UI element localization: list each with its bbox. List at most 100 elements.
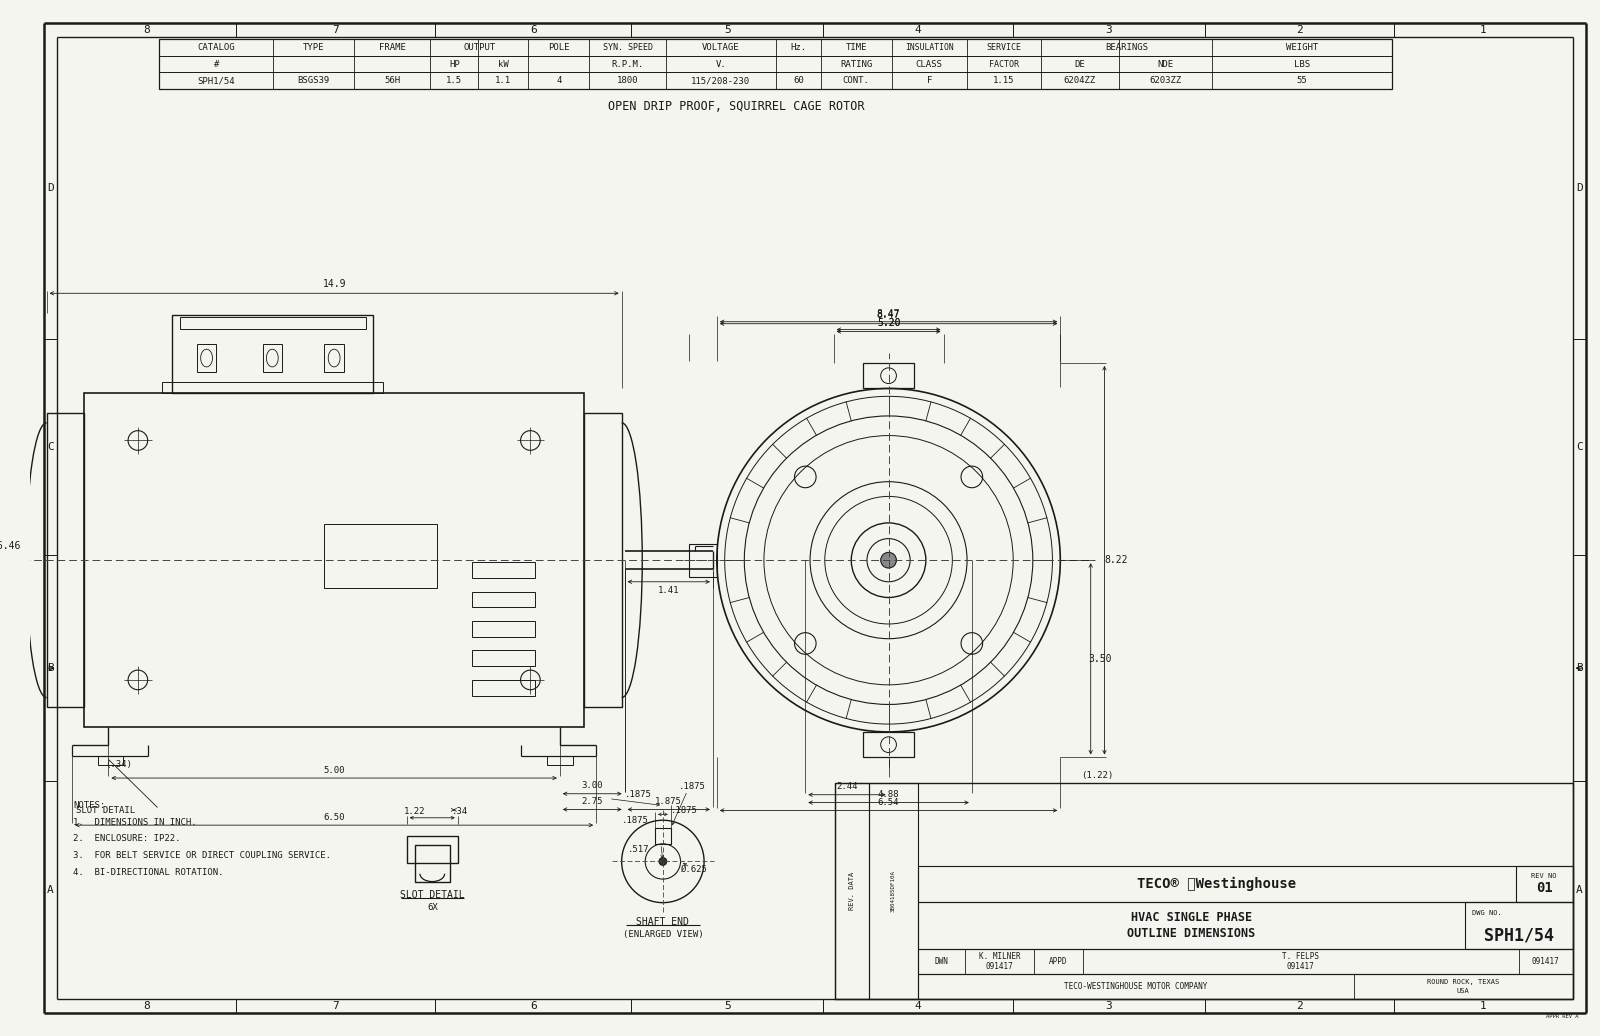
- Text: 3B04185DF10A: 3B04185DF10A: [891, 870, 896, 912]
- Text: 3.00: 3.00: [581, 781, 603, 790]
- Text: TYPE: TYPE: [302, 42, 325, 52]
- Text: 1.  DIMENSIONS IN INCH.: 1. DIMENSIONS IN INCH.: [74, 817, 197, 827]
- Text: 3.  FOR BELT SERVICE OR DIRECT COUPLING SERVICE.: 3. FOR BELT SERVICE OR DIRECT COUPLING S…: [74, 851, 331, 860]
- Bar: [654, 828, 670, 843]
- Text: 2: 2: [1296, 1001, 1302, 1011]
- Text: POLE: POLE: [549, 42, 570, 52]
- Bar: [918, 866, 1573, 901]
- Text: SYN. SPEED: SYN. SPEED: [603, 42, 653, 52]
- Bar: [472, 621, 536, 637]
- Text: 60: 60: [794, 77, 803, 85]
- Text: 3: 3: [1106, 25, 1112, 35]
- Text: USA: USA: [1456, 988, 1469, 995]
- Text: DWG NO.: DWG NO.: [1472, 911, 1502, 917]
- Text: B: B: [46, 663, 54, 673]
- Bar: [835, 783, 869, 999]
- Text: 3: 3: [1106, 1001, 1112, 1011]
- Text: SPH1/54: SPH1/54: [197, 77, 235, 85]
- Text: .1875: .1875: [626, 790, 651, 799]
- Text: BSGS39: BSGS39: [298, 77, 330, 85]
- Bar: [325, 524, 437, 587]
- Text: HP: HP: [450, 60, 459, 68]
- Text: R.P.M.: R.P.M.: [611, 60, 643, 68]
- Bar: [46, 413, 83, 708]
- Text: .34: .34: [451, 807, 467, 816]
- Text: FACTOR: FACTOR: [989, 60, 1019, 68]
- Text: TECO® ⓦWestinghouse: TECO® ⓦWestinghouse: [1138, 876, 1296, 891]
- Text: 1.15: 1.15: [994, 77, 1014, 85]
- Bar: [472, 651, 536, 666]
- Text: 1.875: 1.875: [656, 797, 682, 806]
- Text: (ENLARGED VIEW): (ENLARGED VIEW): [622, 929, 702, 939]
- Bar: [862, 363, 914, 388]
- Text: REV NO: REV NO: [1531, 873, 1557, 880]
- Text: 8: 8: [144, 1001, 150, 1011]
- Text: DE: DE: [1075, 60, 1085, 68]
- Text: 8.47: 8.47: [877, 309, 901, 319]
- Text: 8.47: 8.47: [877, 310, 901, 320]
- Text: (1.22): (1.22): [1082, 771, 1114, 780]
- Bar: [690, 544, 717, 577]
- Bar: [197, 344, 216, 372]
- Text: 6: 6: [530, 25, 536, 35]
- Text: 8.22: 8.22: [1104, 555, 1128, 566]
- Circle shape: [880, 552, 896, 568]
- Text: .1875: .1875: [622, 815, 650, 825]
- Bar: [918, 901, 1573, 949]
- Text: D: D: [1576, 183, 1582, 194]
- Bar: [406, 836, 458, 863]
- Text: 14.9: 14.9: [322, 280, 346, 289]
- Text: 1.5: 1.5: [446, 77, 462, 85]
- Text: (.34): (.34): [106, 759, 131, 769]
- Text: OUTPUT: OUTPUT: [464, 42, 496, 52]
- Text: 6.54: 6.54: [878, 798, 899, 807]
- Bar: [181, 317, 365, 328]
- Text: F: F: [926, 77, 931, 85]
- Text: SHAFT END: SHAFT END: [637, 917, 690, 927]
- Bar: [862, 731, 914, 757]
- Text: 1: 1: [1480, 1001, 1486, 1011]
- Text: BEARINGS: BEARINGS: [1106, 42, 1149, 52]
- Text: 1.22: 1.22: [403, 807, 426, 816]
- Text: APPR REV A: APPR REV A: [1546, 1014, 1579, 1019]
- Text: 6204ZZ: 6204ZZ: [1064, 77, 1096, 85]
- Bar: [472, 592, 536, 607]
- Bar: [869, 783, 918, 999]
- Text: D: D: [46, 183, 54, 194]
- Text: 1.1: 1.1: [496, 77, 512, 85]
- Text: 4.88: 4.88: [878, 790, 899, 799]
- Bar: [83, 394, 584, 727]
- Text: Ø6.46: Ø6.46: [0, 541, 21, 550]
- Text: SPH1/54: SPH1/54: [1483, 926, 1554, 944]
- Text: REV. DATA: REV. DATA: [848, 871, 854, 910]
- Text: .1875: .1875: [678, 782, 706, 792]
- Text: 5.00: 5.00: [323, 766, 346, 775]
- Text: 091417: 091417: [1286, 962, 1315, 971]
- Text: 2.44: 2.44: [837, 782, 858, 792]
- Bar: [918, 974, 1573, 999]
- Text: SLOT DETAIL: SLOT DETAIL: [400, 890, 464, 900]
- Text: INSULATION: INSULATION: [906, 42, 954, 52]
- Text: WEIGHT: WEIGHT: [1286, 42, 1318, 52]
- Text: 8: 8: [144, 25, 150, 35]
- Text: kW: kW: [498, 60, 509, 68]
- Text: A: A: [1576, 885, 1582, 895]
- Bar: [584, 413, 622, 708]
- Text: 2: 2: [1296, 25, 1302, 35]
- Text: 3.50: 3.50: [1088, 654, 1112, 664]
- Text: T. FELPS: T. FELPS: [1282, 952, 1320, 961]
- Bar: [160, 39, 1392, 89]
- Bar: [262, 344, 282, 372]
- Bar: [163, 381, 384, 394]
- Bar: [325, 344, 344, 372]
- Text: 4.  BI-DIRECTIONAL ROTATION.: 4. BI-DIRECTIONAL ROTATION.: [74, 868, 224, 876]
- Bar: [98, 756, 123, 766]
- Text: 1800: 1800: [616, 77, 638, 85]
- Bar: [472, 563, 536, 578]
- Text: SERVICE: SERVICE: [986, 42, 1021, 52]
- Text: Ø.625: Ø.625: [682, 865, 707, 873]
- Text: CATALOG: CATALOG: [197, 42, 235, 52]
- Text: CLASS: CLASS: [915, 60, 942, 68]
- Text: 5.20: 5.20: [877, 318, 901, 327]
- Text: C: C: [1576, 442, 1582, 453]
